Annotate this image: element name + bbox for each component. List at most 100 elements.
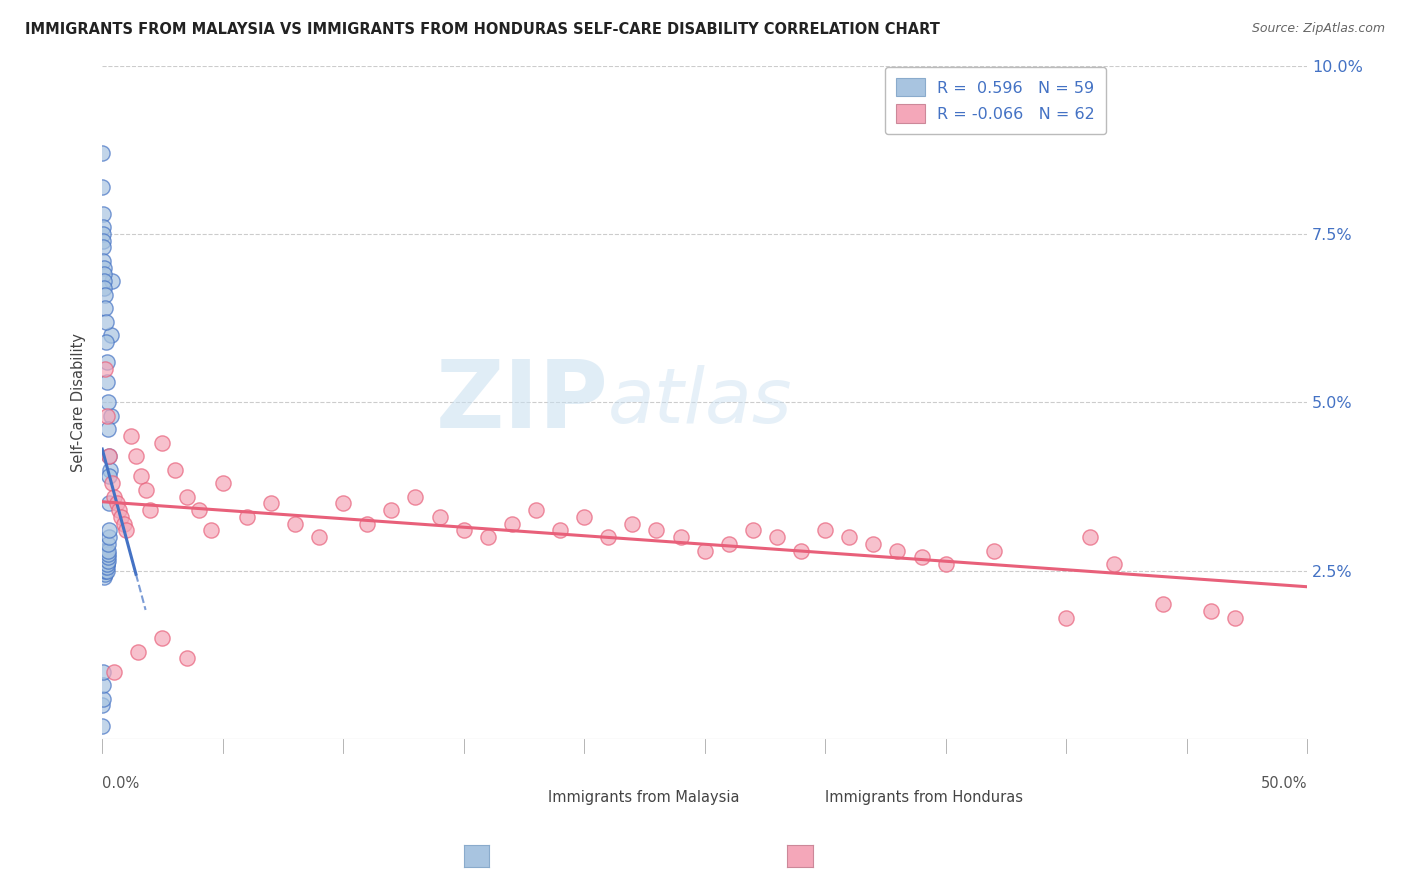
- Point: [96, 355, 118, 369]
- Text: atlas: atlas: [609, 366, 793, 440]
- Point: [93, 287, 115, 301]
- Point: [308, 530, 330, 544]
- Point: [91, 678, 114, 692]
- Point: [862, 537, 884, 551]
- Point: [621, 516, 644, 531]
- Point: [96, 554, 118, 568]
- Point: [91, 146, 114, 161]
- Point: [236, 509, 259, 524]
- Point: [97, 547, 120, 561]
- Text: IMMIGRANTS FROM MALAYSIA VS IMMIGRANTS FROM HONDURAS SELF-CARE DISABILITY CORREL: IMMIGRANTS FROM MALAYSIA VS IMMIGRANTS F…: [25, 22, 941, 37]
- Point: [91, 691, 114, 706]
- Point: [120, 429, 142, 443]
- Point: [598, 530, 620, 544]
- Point: [127, 644, 149, 658]
- Point: [103, 490, 125, 504]
- Point: [94, 550, 117, 565]
- Point: [152, 631, 174, 645]
- Text: ZIP: ZIP: [436, 357, 609, 449]
- Point: [572, 509, 595, 524]
- Point: [93, 268, 115, 282]
- Point: [477, 530, 499, 544]
- Point: [766, 530, 789, 544]
- Point: [91, 543, 114, 558]
- Point: [108, 503, 131, 517]
- Point: [101, 274, 124, 288]
- Point: [356, 516, 378, 531]
- Point: [200, 524, 222, 538]
- Point: [93, 564, 115, 578]
- Point: [96, 557, 118, 571]
- Point: [103, 665, 125, 679]
- Point: [453, 524, 475, 538]
- Point: [110, 509, 132, 524]
- Point: [93, 254, 115, 268]
- Point: [910, 550, 932, 565]
- Text: Immigrants from Honduras: Immigrants from Honduras: [825, 789, 1024, 805]
- Point: [814, 524, 837, 538]
- Point: [260, 496, 283, 510]
- Point: [98, 463, 121, 477]
- Point: [98, 469, 121, 483]
- Point: [501, 516, 523, 531]
- Point: [93, 567, 115, 582]
- Point: [790, 543, 813, 558]
- Point: [91, 240, 114, 254]
- Point: [91, 698, 114, 713]
- Point: [98, 496, 121, 510]
- Text: 50.0%: 50.0%: [1261, 776, 1308, 791]
- Point: [97, 422, 120, 436]
- Point: [93, 560, 115, 574]
- Point: [94, 557, 117, 571]
- Point: [96, 409, 118, 423]
- Point: [717, 537, 740, 551]
- Point: [176, 651, 198, 665]
- Y-axis label: Self-Care Disability: Self-Care Disability: [72, 333, 86, 472]
- Point: [405, 490, 427, 504]
- Point: [125, 449, 148, 463]
- Point: [139, 503, 162, 517]
- Point: [693, 543, 716, 558]
- Point: [96, 557, 118, 571]
- Point: [97, 537, 120, 551]
- Text: Immigrants from Malaysia: Immigrants from Malaysia: [548, 789, 740, 805]
- Point: [669, 530, 692, 544]
- Point: [163, 463, 186, 477]
- Point: [332, 496, 354, 510]
- Point: [284, 516, 307, 531]
- Point: [152, 435, 174, 450]
- Text: 0.0%: 0.0%: [103, 776, 139, 791]
- Point: [97, 530, 120, 544]
- Point: [93, 361, 115, 376]
- Point: [135, 483, 157, 497]
- Point: [96, 564, 118, 578]
- Point: [91, 220, 114, 235]
- Point: [1152, 598, 1174, 612]
- Point: [741, 524, 763, 538]
- Point: [97, 550, 120, 565]
- Point: [380, 503, 402, 517]
- Point: [94, 547, 117, 561]
- Point: [1054, 611, 1077, 625]
- Text: Source: ZipAtlas.com: Source: ZipAtlas.com: [1251, 22, 1385, 36]
- Point: [105, 496, 128, 510]
- Point: [100, 409, 122, 423]
- Point: [645, 524, 668, 538]
- Point: [1223, 611, 1246, 625]
- Legend: R =  0.596   N = 59, R = -0.066   N = 62: R = 0.596 N = 59, R = -0.066 N = 62: [884, 67, 1107, 134]
- Point: [91, 179, 114, 194]
- Point: [98, 449, 121, 463]
- Point: [97, 524, 120, 538]
- Point: [93, 274, 115, 288]
- Point: [211, 476, 233, 491]
- Point: [129, 469, 152, 483]
- Point: [94, 564, 117, 578]
- Point: [1078, 530, 1101, 544]
- Point: [1104, 557, 1126, 571]
- Point: [94, 301, 117, 315]
- Point: [96, 560, 118, 574]
- Point: [94, 560, 117, 574]
- Point: [886, 543, 908, 558]
- Point: [429, 509, 451, 524]
- Point: [94, 314, 117, 328]
